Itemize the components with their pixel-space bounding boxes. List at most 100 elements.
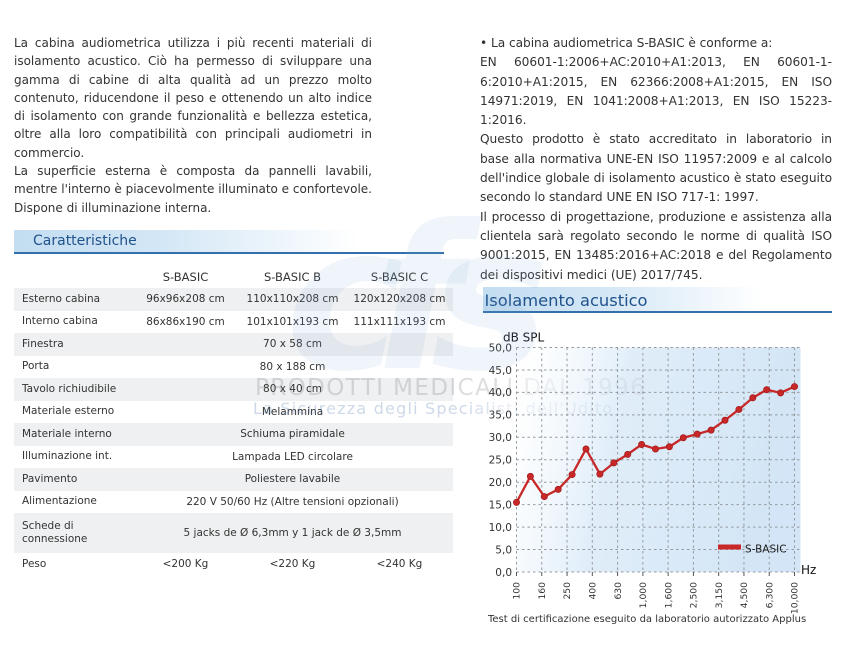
intro-line: La cabina audiometrica utilizza i più re… [14,36,372,50]
table-cell: 5 jacks de Ø 6,3mm y 1 jack de Ø 3,5mm [183,527,402,539]
table-row-label: Esterno cabina [22,292,101,305]
data-point [568,471,576,479]
data-point [790,383,798,391]
table-row: Tavolo richiudibile 80 x 40 cm [14,378,453,401]
intro-line: commercio. [14,145,85,160]
table-header-cell: S-BASIC C [370,270,429,284]
plot-area [516,347,801,572]
table-row-label: Tavolo richiudibile [22,382,117,395]
table-header-row: S-BASIC S-BASIC B S-BASIC C [14,266,453,288]
x-tick-label: 100 [512,582,523,600]
data-point [582,445,590,453]
section-title-caratteristiche: Caratteristiche [33,232,137,249]
intro-line: Dispone di illuminazione interna. [14,200,212,215]
table-header-cell: S-BASIC B [263,270,322,284]
table-row-label: Interno cabina [22,315,98,328]
intro-line: mentre l'interno è piacevolmente illumin… [14,182,372,197]
conformity-line: 9001:2015, EN 13485:2016+AC:2018 e del R… [480,248,832,263]
intro-paragraphs: La cabina audiometrica utilizza i più re… [14,34,372,217]
y-axis-title: dB SPL [503,331,545,345]
conformity-line: 6:2010+A1:2015, EN 62366:2008+A1:2015, E… [480,74,832,89]
table-row-label: Schede di connessione [22,520,88,545]
x-tick-label: 2,500 [689,582,700,608]
conformity-line: 14971:2019, EN 1041:2008+A1:2013, EN ISO… [480,93,832,108]
intro-line: contenuto, riducendone il peso e ottenen… [14,90,372,105]
table-cell: 110x110x208 cm [246,293,339,306]
data-point [651,445,659,453]
section-header-caratteristiche: Caratteristiche [14,230,444,254]
table-cell: Lampada LED circolare [232,450,353,463]
x-tick-label: 6,300 [764,582,775,608]
data-point [596,470,604,478]
conformity-line: Questo prodotto è stato accreditato in l… [480,132,832,147]
table-cell: <220 Kg [269,558,316,571]
data-point [679,434,687,442]
table-row-label: Peso [22,557,47,570]
x-tick-label: 630 [613,582,624,600]
data-point [763,386,771,394]
table-row-label: Pavimento [22,472,78,485]
data-point [721,416,729,424]
conformity-line: Il processo di progettazione, produzione… [480,209,832,224]
conformity-line: dell'indice globale di isolamento acusti… [480,171,832,186]
data-point [665,443,673,451]
y-tick-label: 25,0 [489,455,512,467]
y-tick-label: 45,0 [489,365,512,377]
table-cell: <200 Kg [162,558,209,571]
data-point [638,440,646,448]
table-row: Finestra 70 x 58 cm [14,333,453,356]
y-tick-label: 50,0 [489,342,512,354]
table-row: Esterno cabina 96x96x208 cm 110x110x208 cm… [14,288,453,311]
table-cell: 80 x 188 cm [259,360,326,373]
chart-caption: Test di certificazione eseguito da labor… [487,614,806,625]
y-tick-label: 20,0 [489,477,512,489]
table-cell: 80 x 40 cm [263,383,322,396]
conformity-paragraphs: • La cabina audiometrica S-BASIC è confo… [480,34,832,285]
y-tick-label: 35,0 [489,410,512,422]
intro-line: La superficie esterna è composta da pann… [14,164,372,179]
table-cell: 96x96x208 cm [146,293,225,306]
table-row: Interno cabina 86x86x190 cm 101x101x193 cm… [14,311,453,334]
table-cell: 111x111x193 cm [353,315,446,328]
x-tick-label: 400 [588,582,599,600]
data-point [554,485,562,493]
isolation-chart: 0,0 5,0 10,0 15,0 20,0 25,0 30,0 35,0 40,0 45,0 50… [487,331,816,626]
data-point [707,426,715,434]
data-point [749,394,757,402]
conformity-line: • La cabina audiometrica S-BASIC è confo… [480,36,773,50]
data-point [693,430,701,438]
x-tick-label: 4,500 [739,582,750,608]
x-tick-label: 1,600 [663,582,674,608]
conformity-line: EN 60601-1:2006+AC:2010+A1:2013, EN 6060… [480,55,832,70]
table-cell: Poliestere lavabile [244,473,341,486]
intro-line: gamma di cabine di alta qualità ad un pr… [14,72,372,87]
table-row-label: Materiale interno [22,427,112,440]
data-point [610,459,618,467]
table-header-cell: S-BASIC [162,270,209,284]
table-cell: Schiuma piramidale [240,428,345,441]
table-row: Illuminazione int. Lampada LED circolare [14,446,453,469]
intro-line: di isolamento con grande funzionalità e … [14,109,372,124]
x-axis-title: Hz [801,563,816,577]
y-tick-label: 10,0 [489,522,512,534]
conformity-line: dei dispositivi medici (UE) 2017/745. [480,267,703,282]
table-cell: <240 Kg [376,558,423,571]
table-row-label: Illuminazione int. [22,450,113,463]
table-cell: 120x120x208 cm [353,293,446,306]
data-point [777,389,785,397]
data-point [526,472,534,480]
table-row-label: Materiale esterno [22,405,115,418]
y-tick-label: 40,0 [489,387,512,399]
y-tick-label: 0,0 [495,567,512,579]
conformity-line: base alla normativa UNE-EN ISO 11957:200… [480,151,832,166]
table-row: Materiale interno Schiuma piramidale [14,423,453,446]
caratteristiche-table: S-BASIC S-BASIC B S-BASIC C Esterno cabina 9… [14,266,453,576]
conformity-line: clientela sarà regolato secondo le norme… [480,228,832,243]
data-point [735,405,743,413]
legend-label: S-BASIC [745,544,787,556]
table-cell: 220 V 50/60 Hz (Altre tensioni opzionali… [186,495,399,508]
x-tick-label: 3,150 [714,582,725,608]
y-tick-label: 15,0 [489,499,512,511]
table-row: Pavimento Poliestere lavabile [14,468,453,491]
